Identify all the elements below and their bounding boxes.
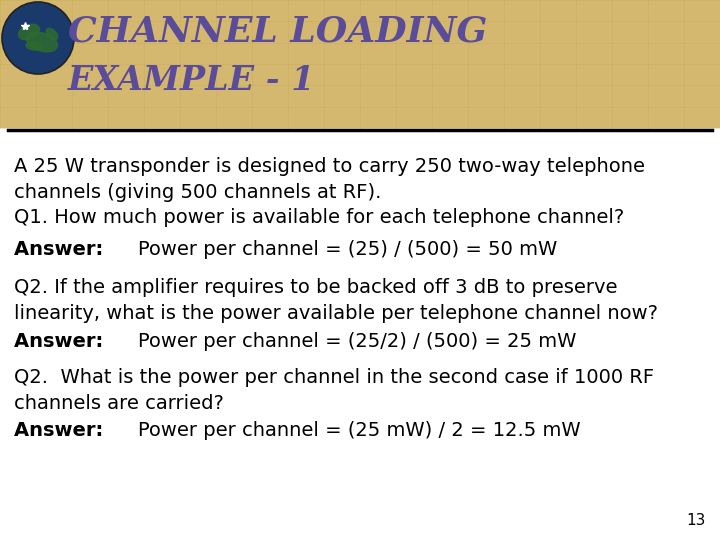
Polygon shape xyxy=(27,32,58,52)
Text: CHANNEL LOADING: CHANNEL LOADING xyxy=(68,14,487,48)
Text: Q2. If the amplifier requires to be backed off 3 dB to preserve
linearity, what : Q2. If the amplifier requires to be back… xyxy=(14,278,658,323)
Text: Answer:: Answer: xyxy=(14,421,110,440)
Text: Q2.  What is the power per channel in the second case if 1000 RF
channels are ca: Q2. What is the power per channel in the… xyxy=(14,368,654,413)
Text: Q1. How much power is available for each telephone channel?: Q1. How much power is available for each… xyxy=(14,208,624,227)
Text: 13: 13 xyxy=(687,513,706,528)
Polygon shape xyxy=(26,42,42,50)
Text: EXAMPLE - 1: EXAMPLE - 1 xyxy=(68,64,315,97)
Text: Power per channel = (25) / (500) = 50 mW: Power per channel = (25) / (500) = 50 mW xyxy=(138,240,557,259)
Text: Answer:: Answer: xyxy=(14,240,110,259)
Text: Power per channel = (25 mW) / 2 = 12.5 mW: Power per channel = (25 mW) / 2 = 12.5 m… xyxy=(138,421,580,440)
Text: Answer:: Answer: xyxy=(14,332,110,351)
Bar xyxy=(0,0,720,128)
Text: Power per channel = (25/2) / (500) = 25 mW: Power per channel = (25/2) / (500) = 25 … xyxy=(138,332,576,351)
Polygon shape xyxy=(19,24,40,40)
Circle shape xyxy=(2,2,74,74)
Text: A 25 W transponder is designed to carry 250 two-way telephone
channels (giving 5: A 25 W transponder is designed to carry … xyxy=(14,157,645,202)
Polygon shape xyxy=(46,28,58,40)
